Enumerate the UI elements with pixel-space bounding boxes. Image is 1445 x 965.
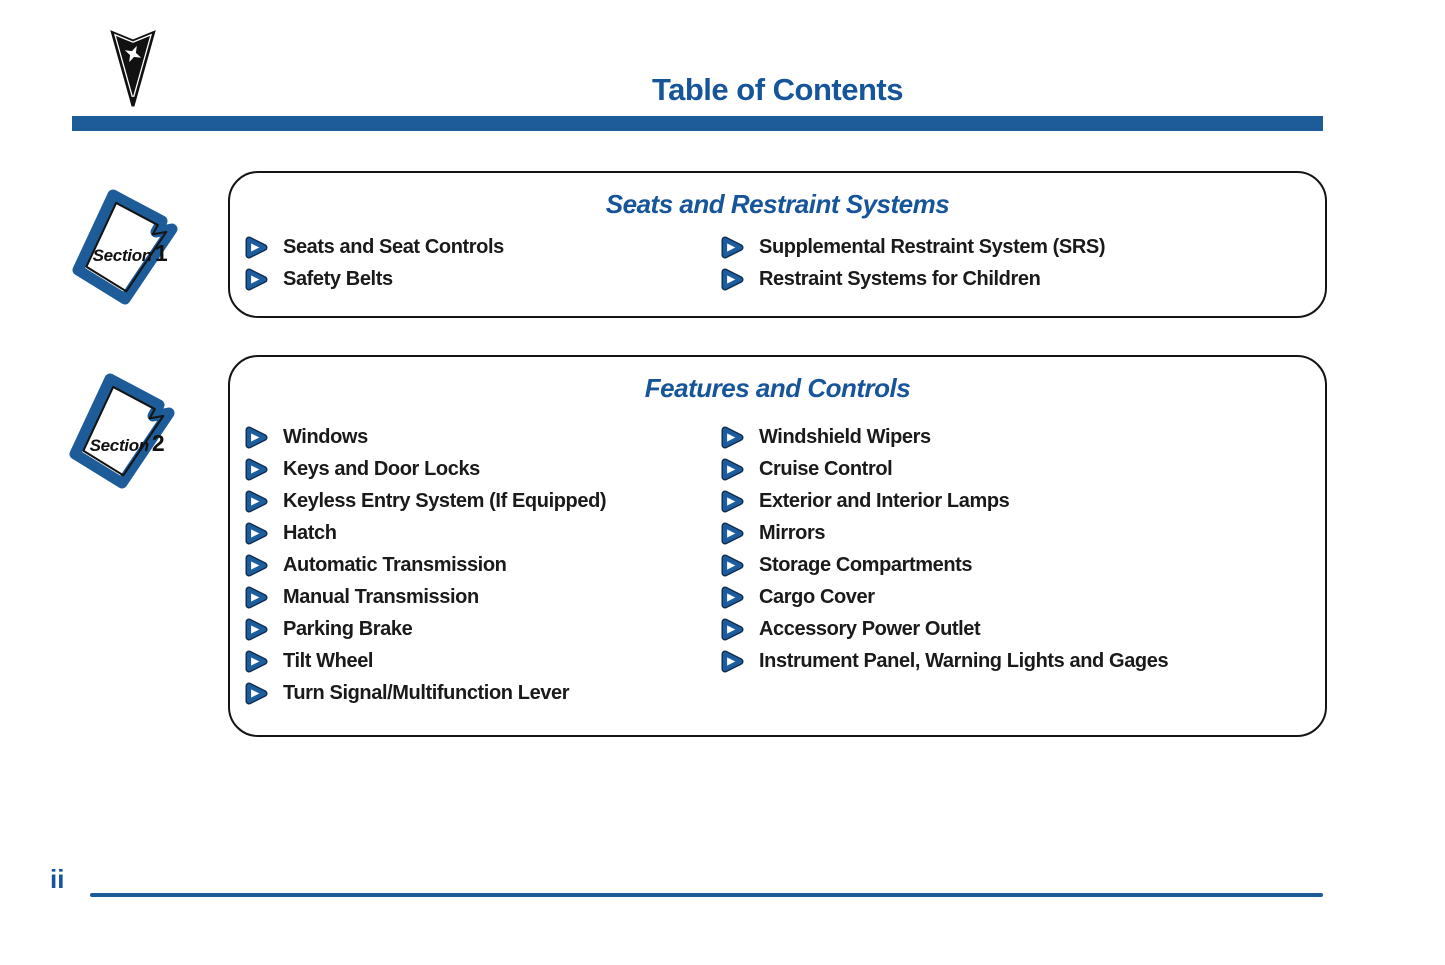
arrow-bullet-icon — [720, 458, 745, 481]
section-1-column-1: Seats and Seat Controls Safety Belts — [244, 231, 504, 295]
arrow-bullet-icon — [720, 426, 745, 449]
title-rule — [72, 116, 1323, 131]
arrow-bullet-icon — [244, 522, 269, 545]
toc-item[interactable]: Turn Signal/Multifunction Lever — [244, 677, 606, 709]
toc-item-label: Keyless Entry System (If Equipped) — [283, 489, 607, 512]
arrow-bullet-icon — [244, 490, 269, 513]
toc-item-label: Hatch — [283, 521, 337, 544]
toc-item[interactable]: Windshield Wipers — [720, 421, 1168, 453]
section-1-badge: Section 1 — [60, 182, 200, 322]
section-1-heading: Seats and Restraint Systems — [605, 189, 950, 219]
arrow-bullet-icon — [244, 554, 269, 577]
toc-item-label: Cargo Cover — [759, 585, 875, 608]
section-2-box: Features and Controls Windows Keys and D… — [228, 355, 1327, 737]
toc-item[interactable]: Manual Transmission — [244, 581, 606, 613]
arrow-bullet-icon — [244, 426, 269, 449]
toc-item-label: Windows — [283, 425, 368, 448]
toc-item-label: Tilt Wheel — [283, 649, 374, 672]
arrow-bullet-icon — [720, 650, 745, 673]
toc-item[interactable]: Storage Compartments — [720, 549, 1168, 581]
arrow-bullet-icon — [720, 490, 745, 513]
toc-item[interactable]: Exterior and Interior Lamps — [720, 485, 1168, 517]
arrow-bullet-icon — [720, 522, 745, 545]
arrow-bullet-icon — [244, 682, 269, 705]
section-2-column-1: Windows Keys and Door Locks Keyless Entr… — [244, 421, 607, 709]
toc-item[interactable]: Windows — [244, 421, 606, 453]
arrow-bullet-icon — [244, 586, 269, 609]
toc-item[interactable]: Restraint Systems for Children — [720, 263, 1105, 295]
toc-item[interactable]: Safety Belts — [244, 263, 504, 295]
toc-item[interactable]: Mirrors — [720, 517, 1168, 549]
toc-item-label: Mirrors — [759, 521, 826, 544]
toc-item-label: Supplemental Restraint System (SRS) — [759, 235, 1106, 258]
toc-item-label: Accessory Power Outlet — [759, 617, 981, 640]
section-1-column-2: Supplemental Restraint System (SRS) Rest… — [720, 231, 1105, 295]
toc-item[interactable]: Hatch — [244, 517, 606, 549]
section-1-badge-label: Section 1 — [92, 240, 168, 266]
toc-item[interactable]: Cargo Cover — [720, 581, 1168, 613]
footer-rule — [90, 893, 1323, 897]
arrow-bullet-icon — [720, 618, 745, 641]
toc-item[interactable]: Parking Brake — [244, 613, 606, 645]
toc-item[interactable]: Keys and Door Locks — [244, 453, 606, 485]
toc-item-label: Manual Transmission — [283, 585, 479, 608]
page-number: ii — [50, 864, 65, 894]
toc-item-label: Cruise Control — [759, 457, 893, 480]
toc-item[interactable]: Seats and Seat Controls — [244, 231, 504, 263]
toc-item-label: Turn Signal/Multifunction Lever — [283, 681, 570, 704]
toc-item-label: Safety Belts — [283, 267, 393, 290]
section-2-column-2: Windshield Wipers Cruise Control Exterio… — [720, 421, 1169, 677]
toc-item-label: Windshield Wipers — [759, 425, 931, 448]
arrow-bullet-icon — [720, 268, 745, 291]
toc-item-label: Restraint Systems for Children — [759, 267, 1041, 290]
toc-item[interactable]: Accessory Power Outlet — [720, 613, 1168, 645]
toc-item-label: Keys and Door Locks — [283, 457, 480, 480]
toc-item[interactable]: Tilt Wheel — [244, 645, 606, 677]
arrow-bullet-icon — [244, 618, 269, 641]
section-2-badge: Section 2 — [57, 366, 197, 506]
section-2-badge-label: Section 2 — [89, 430, 165, 456]
toc-item-label: Instrument Panel, Warning Lights and Gag… — [759, 649, 1169, 672]
page-title: Table of Contents — [652, 72, 903, 107]
section-1-box: Seats and Restraint Systems Seats and Se… — [228, 171, 1327, 318]
toc-item[interactable]: Instrument Panel, Warning Lights and Gag… — [720, 645, 1169, 677]
arrow-bullet-icon — [720, 554, 745, 577]
section-2-heading: Features and Controls — [644, 373, 911, 403]
pontiac-arrowhead-logo — [110, 30, 156, 107]
arrow-bullet-icon — [244, 236, 269, 259]
toc-item-label: Automatic Transmission — [283, 553, 507, 576]
toc-item[interactable]: Cruise Control — [720, 453, 1168, 485]
arrow-bullet-icon — [244, 458, 269, 481]
toc-item-label: Exterior and Interior Lamps — [759, 489, 1010, 512]
arrow-bullet-icon — [720, 586, 745, 609]
arrow-bullet-icon — [720, 236, 745, 259]
toc-item[interactable]: Keyless Entry System (If Equipped) — [244, 485, 607, 517]
toc-item-label: Seats and Seat Controls — [283, 235, 504, 258]
toc-item[interactable]: Automatic Transmission — [244, 549, 606, 581]
arrow-bullet-icon — [244, 268, 269, 291]
toc-item[interactable]: Supplemental Restraint System (SRS) — [720, 231, 1105, 263]
toc-item-label: Parking Brake — [283, 617, 413, 640]
toc-item-label: Storage Compartments — [759, 553, 973, 576]
arrow-bullet-icon — [244, 650, 269, 673]
